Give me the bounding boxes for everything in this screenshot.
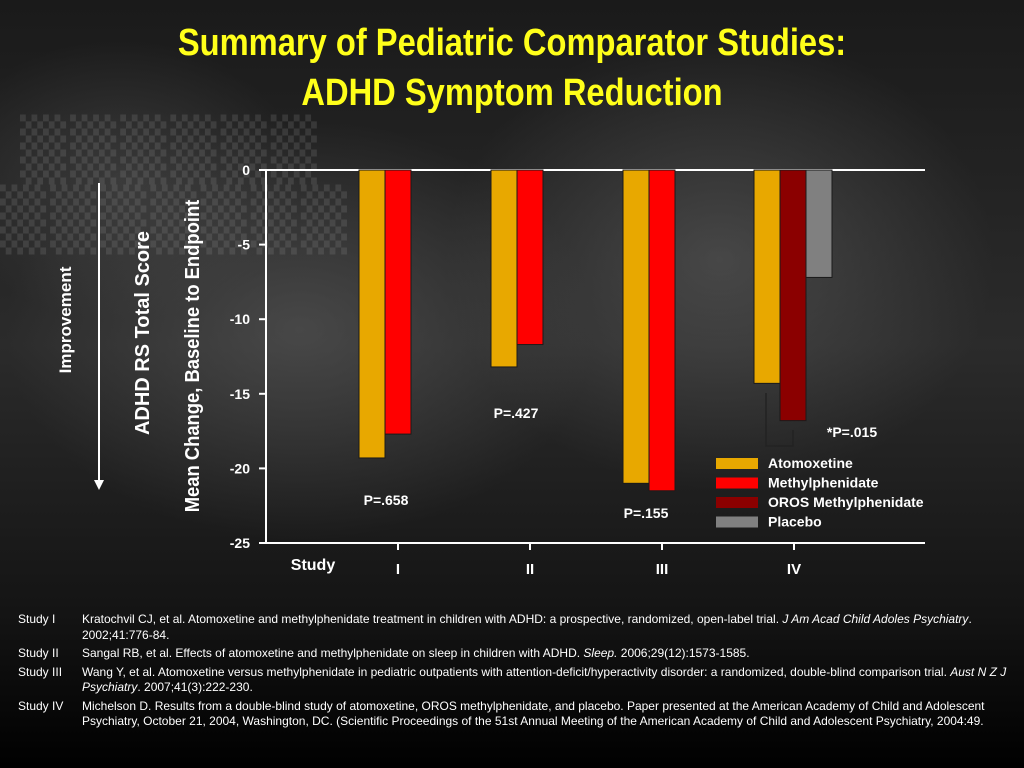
citation-text: Kratochvil CJ, et al. Atomoxetine and me…: [82, 612, 783, 626]
y-tick-label: -25: [230, 535, 250, 551]
citation-journal: Sleep.: [583, 646, 618, 660]
legend-label: Atomoxetine: [768, 455, 853, 471]
citation-details: . 2007;41(3):222-230.: [137, 680, 253, 694]
bar-methylphenidate: [516, 169, 544, 346]
reference-item: Study I Kratochvil CJ, et al. Atomoxetine…: [18, 612, 1008, 643]
improvement-label: Improvement: [56, 266, 75, 373]
y-axis-title-line-2: Mean Change, Baseline to Endpoint: [182, 199, 204, 512]
citation-text: Michelson D. Results from a double-blind…: [82, 698, 985, 729]
legend-swatch: [716, 516, 758, 528]
background-watermark: ▒▒▒▒▒▒▒: [0, 185, 351, 255]
p-value-annotation: P=.155: [624, 505, 669, 521]
y-tick-label: -15: [230, 386, 250, 402]
bar-placebo: [805, 169, 833, 278]
title-line-2: ADHD Symptom Reduction: [301, 72, 723, 114]
x-tick-label: II: [526, 561, 534, 578]
bar-methylphenidate: [384, 169, 412, 435]
title-line-1: Summary of Pediatric Comparator Studies:: [177, 22, 847, 64]
bar-atomoxetine: [358, 169, 386, 459]
p-value-annotation: P=.658: [364, 492, 409, 508]
y-tick-label: 0: [242, 162, 250, 178]
p-value-annotation: *P=.015: [827, 424, 877, 440]
bar-oros-methylphenidate: [779, 169, 807, 422]
references: Study I Kratochvil CJ, et al. Atomoxetine…: [18, 612, 1008, 733]
bracket-line: [765, 393, 794, 447]
x-tick-label: III: [656, 561, 669, 578]
reference-item: Study III Wang Y, et al. Atomoxetine vers…: [18, 665, 1008, 696]
legend-swatch: [716, 458, 758, 469]
background-watermark: ▒▒▒▒▒▒: [20, 115, 321, 185]
legend-label: OROS Methylphenidate: [768, 494, 924, 510]
citation-journal: J Am Acad Child Adoles Psychiatry: [782, 612, 969, 626]
reference-study-label: Study IV: [18, 698, 64, 713]
legend-swatch: [716, 477, 758, 489]
bar-methylphenidate: [648, 169, 676, 492]
reference-citation: Wang Y, et al. Atomoxetine versus methyl…: [82, 665, 1008, 696]
reference-citation: Sangal RB, et al. Effects of atomoxetine…: [82, 646, 1008, 662]
reference-item: Study IV Michelson D. Results from a doub…: [18, 699, 1008, 730]
x-axis-title: Study: [291, 557, 336, 574]
y-tick-label: -10: [230, 311, 250, 327]
citation-text: Wang Y, et al. Atomoxetine versus methyl…: [82, 664, 951, 679]
citation-details: . 2002;41:776-84.: [82, 612, 972, 642]
y-tick-label: -5: [238, 237, 251, 253]
citation-journal: Aust N Z J Psychiatry: [82, 664, 1007, 695]
reference-citation: Kratochvil CJ, et al. Atomoxetine and me…: [82, 612, 1008, 643]
reference-study-label: Study I: [18, 612, 56, 626]
legend-swatch: [716, 497, 758, 508]
x-tick-label: I: [396, 561, 400, 578]
y-tick-label: -20: [230, 460, 250, 476]
chart-bars: [358, 169, 833, 492]
slide-title: Summary of Pediatric Comparator Studies:…: [72, 18, 953, 118]
bar-atomoxetine: [490, 169, 518, 368]
reference-item: Study II Sangal RB, et al. Effects of ato…: [18, 646, 1008, 662]
reference-study-label: Study II: [18, 646, 59, 660]
chart-labels: Study ADHD RS Total Score Mean Change, Bas…: [56, 183, 877, 574]
y-axis-title-line-1: ADHD RS Total Score: [132, 231, 154, 435]
x-tick-label: IV: [787, 561, 801, 578]
p-value-annotation: P=.427: [494, 405, 539, 421]
improvement-arrow-head: [94, 480, 104, 490]
bar-atomoxetine: [753, 169, 781, 384]
chart-legend: Atomoxetine Methylphenidate OROS Methylphe…: [716, 455, 924, 530]
legend-label: Methylphenidate: [768, 475, 879, 491]
reference-study-label: Study III: [18, 664, 63, 679]
citation-details: 2006;29(12):1573-1585.: [617, 646, 750, 660]
citation-text: Sangal RB, et al. Effects of atomoxetine…: [82, 646, 584, 660]
significance-bracket: [765, 393, 794, 447]
reference-citation: Michelson D. Results from a double-blind…: [82, 699, 1008, 730]
legend-label: Placebo: [768, 514, 822, 530]
bar-atomoxetine: [622, 169, 650, 484]
